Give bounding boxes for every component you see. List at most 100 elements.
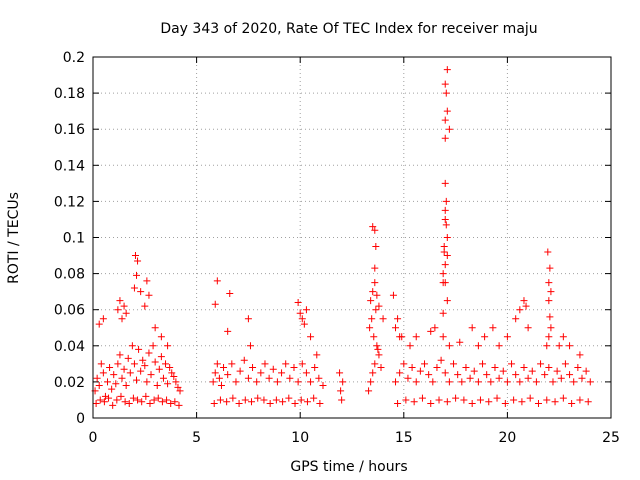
data-point bbox=[93, 374, 101, 382]
data-point bbox=[95, 320, 103, 328]
data-point bbox=[445, 378, 453, 386]
data-point bbox=[412, 378, 420, 386]
x-tick-label: 10 bbox=[291, 430, 309, 446]
data-point bbox=[168, 369, 176, 377]
data-point bbox=[279, 398, 287, 406]
data-point bbox=[236, 367, 244, 375]
data-point bbox=[433, 363, 441, 371]
data-point bbox=[310, 394, 318, 402]
y-tick-label: 0.04 bbox=[54, 339, 85, 355]
data-point bbox=[441, 369, 449, 377]
data-point bbox=[566, 371, 574, 379]
data-point bbox=[265, 374, 273, 382]
data-point bbox=[443, 297, 451, 305]
data-point bbox=[138, 398, 146, 406]
data-point bbox=[557, 374, 565, 382]
data-point bbox=[229, 394, 237, 402]
data-point bbox=[163, 396, 171, 404]
chart-title: Day 343 of 2020, Rate Of TEC Index for r… bbox=[160, 21, 537, 37]
data-point bbox=[97, 360, 105, 368]
data-point bbox=[518, 398, 526, 406]
data-point bbox=[545, 333, 553, 341]
data-point bbox=[176, 387, 184, 395]
y-tick-label: 0.18 bbox=[54, 86, 85, 102]
data-point bbox=[441, 261, 449, 269]
grid-lines bbox=[93, 57, 611, 418]
data-point bbox=[375, 351, 383, 359]
data-point bbox=[396, 369, 404, 377]
data-point bbox=[145, 291, 153, 299]
data-point bbox=[503, 333, 511, 341]
data-point bbox=[443, 66, 451, 74]
data-point bbox=[220, 363, 228, 371]
data-point bbox=[92, 400, 100, 408]
data-point bbox=[582, 367, 590, 375]
data-point bbox=[130, 360, 138, 368]
data-point bbox=[466, 374, 474, 382]
data-point bbox=[278, 369, 286, 377]
data-point bbox=[367, 297, 375, 305]
data-point bbox=[543, 342, 551, 350]
data-point bbox=[404, 374, 412, 382]
data-point bbox=[116, 297, 124, 305]
data-point bbox=[443, 107, 451, 115]
data-point bbox=[439, 279, 447, 287]
data-point bbox=[166, 363, 174, 371]
data-point bbox=[260, 396, 268, 404]
data-point bbox=[454, 371, 462, 379]
data-point bbox=[412, 333, 420, 341]
data-point bbox=[524, 324, 532, 332]
data-point bbox=[441, 134, 449, 142]
data-point bbox=[460, 396, 468, 404]
data-point bbox=[248, 398, 256, 406]
data-point bbox=[157, 333, 165, 341]
data-point bbox=[131, 252, 139, 260]
data-point bbox=[143, 277, 151, 285]
data-point bbox=[501, 400, 509, 408]
data-point bbox=[240, 356, 248, 364]
data-point bbox=[174, 383, 182, 391]
y-tick-label: 0.06 bbox=[54, 303, 85, 319]
x-axis-label: GPS time / hours bbox=[290, 459, 407, 475]
data-point bbox=[485, 398, 493, 406]
data-point bbox=[134, 396, 142, 404]
data-point bbox=[370, 333, 378, 341]
data-point bbox=[439, 270, 447, 278]
data-point bbox=[109, 401, 117, 409]
data-point bbox=[462, 363, 470, 371]
data-point bbox=[133, 376, 141, 384]
data-point bbox=[298, 315, 306, 323]
data-point bbox=[365, 387, 373, 395]
data-point bbox=[122, 382, 130, 390]
data-point bbox=[110, 371, 118, 379]
data-point bbox=[524, 374, 532, 382]
data-point bbox=[141, 362, 149, 370]
data-point bbox=[272, 396, 280, 404]
y-tick-label: 0.14 bbox=[54, 158, 85, 174]
data-point bbox=[510, 396, 518, 404]
data-point bbox=[441, 116, 449, 124]
data-point bbox=[155, 365, 163, 373]
data-point bbox=[445, 125, 453, 133]
data-point bbox=[116, 351, 124, 359]
data-point bbox=[584, 398, 592, 406]
data-point bbox=[586, 378, 594, 386]
data-point bbox=[171, 398, 179, 406]
data-point bbox=[113, 396, 121, 404]
data-point bbox=[372, 306, 380, 314]
data-point bbox=[367, 378, 375, 386]
data-point bbox=[574, 363, 582, 371]
data-point bbox=[441, 206, 449, 214]
data-point bbox=[508, 360, 516, 368]
data-point bbox=[150, 396, 158, 404]
data-point bbox=[217, 382, 225, 390]
data-point bbox=[379, 315, 387, 323]
data-point bbox=[99, 315, 107, 323]
data-point bbox=[282, 360, 290, 368]
y-tick-label: 0.1 bbox=[63, 231, 85, 247]
data-points bbox=[91, 66, 594, 409]
x-tick-label: 20 bbox=[498, 430, 516, 446]
data-point bbox=[257, 369, 265, 377]
data-point bbox=[172, 378, 180, 386]
